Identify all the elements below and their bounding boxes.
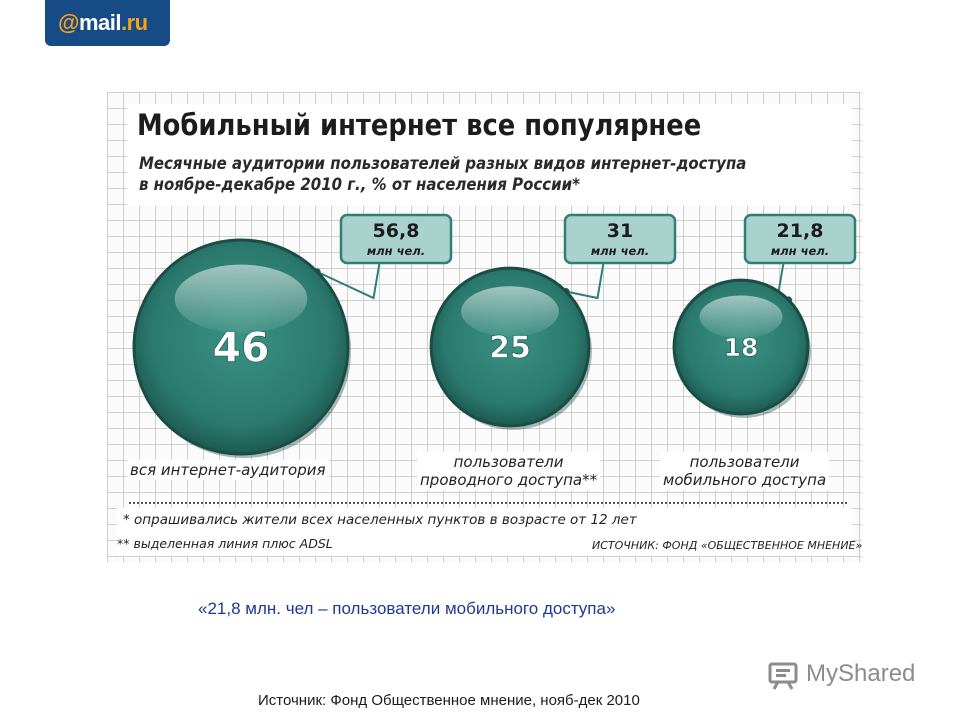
logo-text: @mail.ru	[58, 10, 148, 35]
callout-connector	[565, 262, 605, 300]
bubble-highlight	[461, 286, 559, 337]
mail-ru-logo: @mail.ru	[45, 0, 170, 46]
chart-title: Мобильный интернет все популярнее	[137, 108, 702, 142]
footnote-1: * опрашивались жители всех населенных пу…	[123, 512, 637, 528]
callout-unit: млн чел.	[771, 244, 829, 258]
myshared-icon	[768, 662, 798, 690]
callout-value: 56,8	[373, 220, 420, 242]
chart-source: ИСТОЧНИК: ФОНД «ОБЩЕСТВЕННОЕ МНЕНИЕ»	[592, 539, 863, 552]
bubble-chart: 46 56,8 млн чел. 25 31 млн чел. 18 21,8 млн чел.	[132, 213, 857, 458]
subtitle-line-1: Месячные аудитории пользователей разных …	[139, 154, 747, 174]
footnote-2: ** выделенная линия плюс ADSL	[117, 536, 333, 551]
myshared-text: MyShared	[806, 660, 916, 687]
category-label-mobile: пользователи мобильного доступа	[660, 452, 830, 490]
infographic: Мобильный интернет все популярнее Месячн…	[107, 92, 862, 562]
chart-subtitle: Месячные аудитории пользователей разных …	[139, 154, 746, 196]
bubble-highlight	[174, 264, 308, 334]
bubble-value: 18	[724, 333, 759, 362]
callout-unit: млн чел.	[591, 244, 649, 258]
divider-line	[129, 502, 847, 504]
myshared-watermark: MyShared	[768, 658, 928, 692]
callout-value: 31	[607, 220, 633, 242]
bubble-value: 46	[212, 323, 269, 371]
callout-value: 21,8	[777, 220, 824, 242]
bubble-value: 25	[489, 331, 531, 366]
callout-unit: млн чел.	[367, 244, 425, 258]
callout-connector	[316, 262, 381, 300]
footer-source: Источник: Фонд Общественное мнение, нояб…	[258, 692, 640, 709]
callout-box	[563, 213, 677, 265]
notes-panel: * опрашивались жители всех населенных пу…	[117, 508, 862, 556]
bubble-highlight	[699, 295, 783, 339]
subtitle-line-2: в ноябре-декабре 2010 г., % от населения…	[139, 175, 580, 195]
category-label-wired: пользователи проводного доступа**	[417, 452, 601, 490]
title-panel: Мобильный интернет все популярнее Месячн…	[127, 104, 852, 206]
category-label-all-internet: вся интернет-аудитория	[127, 460, 329, 480]
callout-box	[743, 213, 857, 265]
callout-box	[339, 213, 453, 265]
quote-text: «21,8 млн. чел – пользователи мобильного…	[198, 599, 616, 618]
